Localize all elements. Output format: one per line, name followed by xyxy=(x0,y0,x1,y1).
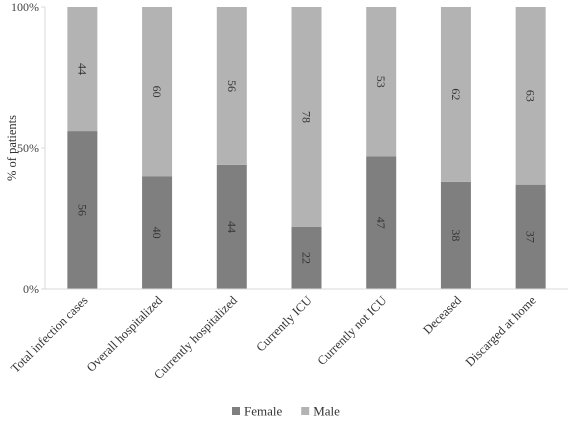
data-label-female-1: 40 xyxy=(150,227,164,239)
data-label-male-2: 56 xyxy=(225,80,239,92)
category-label-3: Currently ICU xyxy=(253,293,314,354)
bar-male-3 xyxy=(291,7,322,227)
y-ticks-layer: 0% 50% 100% xyxy=(11,0,45,296)
y-tick-label-2: 100% xyxy=(11,0,39,14)
data-label-male-1: 60 xyxy=(150,86,164,98)
bar-female-4 xyxy=(366,156,397,289)
bar-female-0 xyxy=(67,131,98,289)
data-label-male-5: 62 xyxy=(449,88,463,100)
legend-swatch-male xyxy=(301,407,310,415)
data-label-female-5: 38 xyxy=(449,229,463,241)
bar-female-2 xyxy=(216,164,247,289)
bar-male-0 xyxy=(67,7,98,132)
data-label-male-4: 53 xyxy=(374,76,388,88)
bar-male-6 xyxy=(515,7,546,185)
category-label-1: Overall hospitalized xyxy=(84,293,166,375)
data-label-female-4: 47 xyxy=(374,217,388,229)
bar-male-2 xyxy=(216,7,247,165)
bars-layer xyxy=(67,7,546,289)
legend-label-male: Male xyxy=(313,404,340,419)
bar-male-1 xyxy=(142,7,173,177)
bar-female-3 xyxy=(291,226,322,289)
data-label-male-0: 44 xyxy=(75,63,89,75)
category-label-0: Total infection cases xyxy=(8,293,91,376)
category-label-4: Currently not ICU xyxy=(315,293,390,368)
legend-swatch-female xyxy=(232,407,240,415)
bar-female-1 xyxy=(142,176,173,289)
bar-female-6 xyxy=(515,184,546,289)
category-label-6: Discarged at home xyxy=(463,293,539,369)
category-label-2: Currently hospitalized xyxy=(151,293,240,382)
data-label-female-0: 56 xyxy=(75,204,89,216)
y-tick-label-0: 0% xyxy=(23,282,39,296)
bar-female-5 xyxy=(440,181,471,289)
category-label-5: Deceased xyxy=(420,293,464,337)
data-label-male-6: 63 xyxy=(524,90,538,102)
bar-male-4 xyxy=(366,7,397,157)
y-tick-label-1: 50% xyxy=(17,141,39,155)
bar-male-5 xyxy=(440,7,471,182)
y-axis-title: % of patients xyxy=(5,115,19,181)
data-label-female-3: 22 xyxy=(300,252,314,264)
data-label-female-2: 44 xyxy=(225,221,239,233)
data-labels-layer: 56 44 40 60 44 56 22 78 47 53 38 62 37 63 xyxy=(75,63,537,264)
legend-label-female: Female xyxy=(244,404,282,419)
data-label-male-3: 78 xyxy=(300,111,314,123)
legend: Female Male xyxy=(232,404,340,419)
data-label-female-6: 37 xyxy=(524,231,538,243)
